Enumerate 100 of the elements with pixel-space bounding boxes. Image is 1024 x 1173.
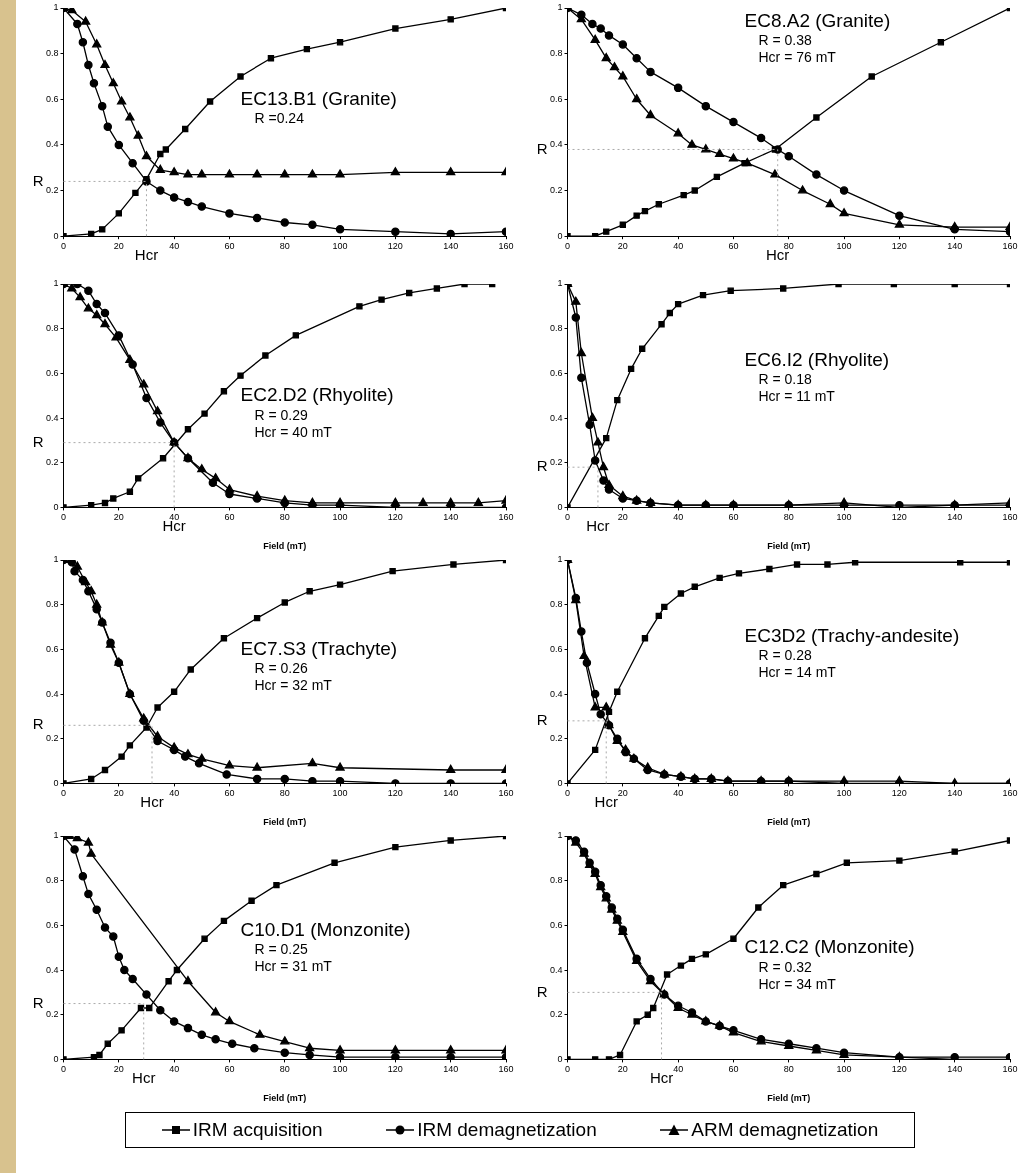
x-tick-label: 0 bbox=[61, 788, 67, 799]
y-tick-label: 0.4 bbox=[46, 964, 59, 975]
y-tick-label: 0.4 bbox=[46, 412, 59, 423]
y-tick-label: 0 bbox=[557, 501, 563, 512]
text: C10.D1 (Monzonite) bbox=[240, 918, 411, 940]
x-tick-label: 40 bbox=[169, 1064, 180, 1075]
x-tick-label: 60 bbox=[728, 1064, 739, 1075]
y-tick-label: 0 bbox=[53, 1053, 59, 1064]
y-tick-label: 1 bbox=[53, 830, 59, 841]
annotation: Hcr = 14 mT bbox=[758, 663, 837, 680]
ref-line-label: Hcr bbox=[140, 793, 164, 811]
x-tick-label: 0 bbox=[565, 241, 571, 252]
x-tick-label: 80 bbox=[783, 241, 794, 252]
x-axis-title: Field (mT) bbox=[767, 817, 811, 828]
x-tick-label: 0 bbox=[565, 512, 571, 523]
y-tick-label: 0 bbox=[53, 230, 59, 241]
ref-line-label: Hcr bbox=[586, 517, 610, 535]
x-tick-label: 40 bbox=[673, 512, 684, 523]
text: EC7.S3 (Trachyte) bbox=[240, 638, 398, 660]
x-tick-label: 160 bbox=[498, 788, 514, 799]
annotation: R = 0.29 bbox=[254, 406, 309, 423]
x-tick-label: 60 bbox=[224, 241, 235, 252]
y-tick-label: 1 bbox=[557, 2, 563, 13]
x-tick-label: 20 bbox=[113, 512, 124, 523]
y-tick-label: 0.2 bbox=[550, 1009, 563, 1020]
text: EC6.I2 (Rhyolite) bbox=[744, 348, 890, 370]
x-tick-label: 20 bbox=[617, 241, 628, 252]
y-tick-label: 0.2 bbox=[46, 185, 59, 196]
ref-line-label: Hcr bbox=[132, 1069, 156, 1087]
x-tick-label: 140 bbox=[443, 788, 459, 799]
x-tick-label: 160 bbox=[1002, 241, 1018, 252]
x-tick-label: 120 bbox=[891, 241, 907, 252]
annotation: Hcr = 31 mT bbox=[254, 957, 333, 974]
x-tick-label: 40 bbox=[169, 241, 180, 252]
ref-line-label: R bbox=[32, 171, 44, 189]
ref-line-label: R bbox=[536, 982, 548, 1000]
y-tick-label: 0.2 bbox=[550, 733, 563, 744]
x-tick-label: 60 bbox=[728, 241, 739, 252]
annotation: R = 0.32 bbox=[758, 958, 813, 975]
legend-label: ARM demagnetization bbox=[691, 1119, 879, 1141]
x-tick-label: 20 bbox=[113, 788, 124, 799]
y-tick-label: 0.2 bbox=[46, 457, 59, 468]
annotation: Hcr = 32 mT bbox=[254, 677, 333, 694]
x-tick-label: 120 bbox=[387, 512, 403, 523]
x-tick-label: 140 bbox=[443, 241, 459, 252]
x-tick-label: 20 bbox=[617, 512, 628, 523]
x-tick-label: 160 bbox=[498, 241, 514, 252]
y-tick-label: 0 bbox=[557, 230, 563, 241]
x-tick-label: 40 bbox=[169, 788, 180, 799]
x-tick-label: 100 bbox=[836, 788, 852, 799]
ref-line-label: R bbox=[536, 457, 548, 475]
x-tick-label: 100 bbox=[332, 788, 348, 799]
y-tick-label: 0.8 bbox=[46, 599, 59, 610]
y-tick-label: 0.8 bbox=[550, 48, 563, 59]
y-tick-label: 0.6 bbox=[550, 919, 563, 930]
y-tick-label: 0.6 bbox=[46, 93, 59, 104]
x-tick-label: 120 bbox=[387, 1064, 403, 1075]
x-tick-label: 0 bbox=[565, 1064, 571, 1075]
y-tick-label: 0.6 bbox=[46, 643, 59, 654]
y-tick-label: 0.4 bbox=[46, 139, 59, 150]
x-tick-label: 140 bbox=[443, 512, 459, 523]
text: EC3D2 (Trachy-andesite) bbox=[744, 624, 960, 646]
text: EC13.B1 (Granite) bbox=[240, 87, 397, 109]
y-tick-label: 0.2 bbox=[550, 457, 563, 468]
y-tick-label: 1 bbox=[557, 278, 563, 289]
annotation: R = 0.26 bbox=[254, 660, 309, 677]
x-tick-label: 100 bbox=[332, 1064, 348, 1075]
x-tick-label: 0 bbox=[61, 241, 67, 252]
x-tick-label: 120 bbox=[891, 1064, 907, 1075]
y-tick-label: 1 bbox=[53, 278, 59, 289]
y-tick-label: 0.6 bbox=[550, 643, 563, 654]
x-axis-title: Field (mT) bbox=[263, 817, 307, 828]
x-tick-label: 60 bbox=[728, 788, 739, 799]
x-tick-label: 100 bbox=[836, 241, 852, 252]
ref-line-label: R bbox=[32, 432, 44, 450]
x-tick-label: 20 bbox=[113, 241, 124, 252]
y-tick-label: 1 bbox=[53, 554, 59, 565]
x-tick-label: 40 bbox=[673, 788, 684, 799]
ref-line-label: R bbox=[32, 993, 44, 1011]
y-tick-label: 0.8 bbox=[550, 323, 563, 334]
y-tick-label: 0.2 bbox=[550, 185, 563, 196]
y-tick-label: 0.8 bbox=[46, 875, 59, 886]
y-tick-label: 0.4 bbox=[550, 139, 563, 150]
y-tick-label: 0 bbox=[53, 501, 59, 512]
y-tick-label: 0.4 bbox=[550, 412, 563, 423]
annotation: Hcr = 40 mT bbox=[254, 423, 333, 440]
ref-line-label: Hcr bbox=[594, 793, 618, 811]
annotation: R =0.24 bbox=[254, 110, 305, 127]
x-tick-label: 160 bbox=[1002, 788, 1018, 799]
y-tick-label: 0.8 bbox=[550, 875, 563, 886]
x-tick-label: 140 bbox=[443, 1064, 459, 1075]
annotation: Hcr = 76 mT bbox=[758, 49, 837, 66]
x-tick-label: 80 bbox=[279, 788, 290, 799]
ref-line-label: R bbox=[32, 715, 44, 733]
x-tick-label: 40 bbox=[673, 241, 684, 252]
y-tick-label: 1 bbox=[557, 830, 563, 841]
ref-line-label: Hcr bbox=[134, 245, 159, 263]
annotation: R = 0.18 bbox=[758, 370, 813, 387]
y-tick-label: 1 bbox=[53, 2, 59, 13]
ref-line-label: R bbox=[536, 139, 548, 157]
